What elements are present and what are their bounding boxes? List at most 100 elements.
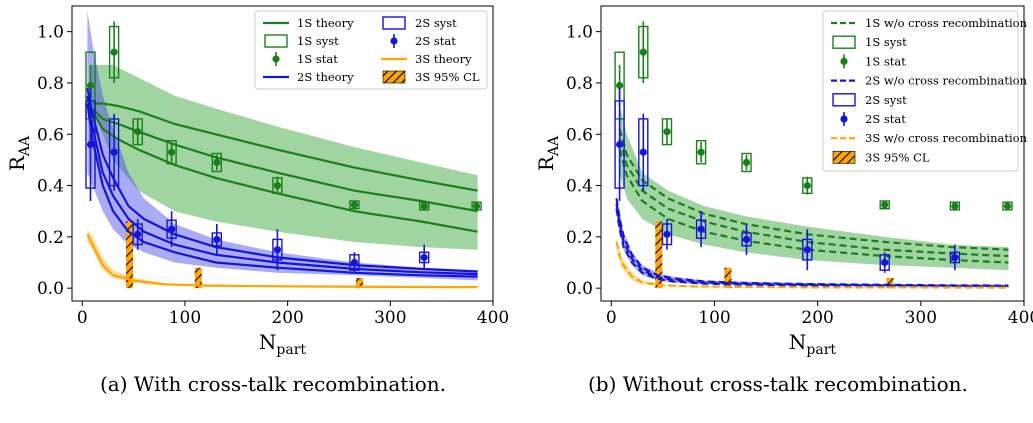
x-tick-label: 200 [271,308,303,328]
data-point-1S-8 [420,202,428,210]
plot-frame [71,5,494,302]
series-line-1 [618,139,1009,258]
syst-box-1S-5 [741,152,752,173]
series-line-0 [92,102,478,192]
cl-bar-3S-3 [886,277,894,289]
data-point-2S-3 [663,230,671,238]
legend-2s-w-o-cross-recombination-label: 2S w/o cross recombination [865,74,1028,88]
plot-frame [600,5,1025,302]
legend-2s-stat-label: 2S stat [415,34,456,48]
data-point-2S-1 [616,140,624,149]
y-tick-label: 0.0 [566,279,593,299]
x-axis-label-sub: part [806,342,836,358]
data-point-2S-7 [350,258,358,267]
series-line-3 [86,87,478,273]
y-axis-label-sub: AA [546,135,562,157]
caption-a: (a) With cross-talk recombination. [100,372,447,396]
x-tick-label: 100 [698,308,730,328]
cl-bar-3S-1 [126,221,133,289]
legend: 1S theory 1S syst 1S stat 2S theory 2S syst 2… [254,10,488,90]
y-tick-label: 1.0 [566,23,593,43]
x-tick-label: 100 [169,308,201,328]
x-tick-label: 0 [606,308,617,328]
legend-1s-syst-label: 1S syst [865,35,907,49]
y-tick-label: 0.0 [37,279,64,299]
cl-bar-3S-3 [356,277,363,289]
data-point-2S-8 [951,253,959,261]
legend-1s-stat-label: 1S stat [865,54,906,68]
band-1S [619,103,1009,271]
data-point-2S-1 [86,140,95,149]
legend-2s-syst-label: 2S syst [415,16,457,30]
data-point-2S-6 [273,246,281,254]
series-line-3 [615,198,1009,287]
y-tick-label: 1.0 [37,23,64,43]
figure-svg: 0 100 200 300 400 0.0 0.2 0.4 0.6 0.8 1.0 Npart RAA 1… [5,5,1033,358]
x-axis-label: Npart [789,330,837,358]
data-point-1S-7 [350,201,358,209]
series-line-0 [618,128,1009,251]
legend-3s-95-cl-swatch [832,151,856,164]
data-point-1S-8 [951,202,959,210]
cl-bar-3S-2 [724,267,732,289]
legend-box [822,10,1019,172]
y-axis-label: RAA [534,135,562,171]
legend-2s-stat-label: 2S stat [865,112,906,126]
data-point-2S-4 [168,225,176,233]
data-point-1S-5 [742,158,751,167]
legend-1s-stat-swatch [272,55,280,63]
data-point-1S-2 [639,48,647,56]
syst-box-1S-5 [211,152,223,173]
data-point-1S-1 [86,81,95,90]
data-point-1S-4 [697,148,705,156]
syst-box-1S-4 [695,139,707,165]
series-line-5 [86,103,478,278]
y-tick-label: 0.4 [566,177,593,197]
data-point-1S-9 [1003,202,1012,210]
data-point-1S-1 [616,81,624,90]
series-line-6 [615,241,1009,289]
legend-box [254,10,488,90]
data-point-2S-5 [213,235,221,243]
legend-2s-syst-swatch [382,16,406,30]
series-line-6 [86,233,478,289]
data-point-2S-5 [742,235,751,243]
data-point-1S-4 [168,148,176,156]
data-point-2S-7 [881,258,889,267]
legend-2s-stat-swatch [840,115,848,123]
x-tick-label: 200 [801,308,833,328]
y-tick-label: 0.2 [37,228,64,248]
y-tick-label: 0.6 [37,125,64,145]
cl-bar-3S-1 [655,221,663,289]
chart-panel-b: 0 100 200 300 400 0.0 0.2 0.4 0.6 0.8 1.0 Npart RAA 1… [534,5,1033,358]
legend-3s-w-o-cross-recombination-label: 3S w/o cross recombination [865,131,1028,145]
data-point-2S-2 [110,148,118,156]
x-tick-label: 400 [1008,308,1033,328]
data-point-2S-6 [803,246,811,254]
legend: 1S w/o cross recombination 1S syst 1S stat… [822,10,1028,172]
legend-1s-stat-label: 1S stat [297,52,338,66]
legend-1s-theory-label: 1S theory [297,16,354,30]
legend-3s-95-cl-label: 3S 95% CL [415,70,480,84]
x-tick-label: 0 [77,308,88,328]
series-line-5 [615,208,1009,288]
data-point-2S-2 [639,148,647,156]
data-point-1S-3 [134,128,142,136]
legend-1s-stat-swatch [840,57,848,65]
x-tick-label: 300 [374,308,406,328]
x-tick-label: 300 [905,308,937,328]
data-point-2S-3 [134,230,142,238]
legend-3s-theory-label: 3S theory [415,52,472,66]
legend-3s-95-cl-swatch [382,70,406,84]
data-point-2S-8 [420,253,428,261]
data-point-1S-3 [663,128,671,136]
legend-2s-syst-label: 2S syst [865,93,907,107]
caption-b: (b) Without cross-talk recombination. [588,372,968,396]
legend-3s-95-cl-label: 3S 95% CL [865,150,930,164]
legend-2s-syst-swatch [832,93,856,107]
y-tick-label: 0.4 [37,177,64,197]
legend-2s-theory-label: 2S theory [297,70,354,84]
y-axis-label: RAA [5,135,33,171]
y-tick-label: 0.6 [566,125,593,145]
